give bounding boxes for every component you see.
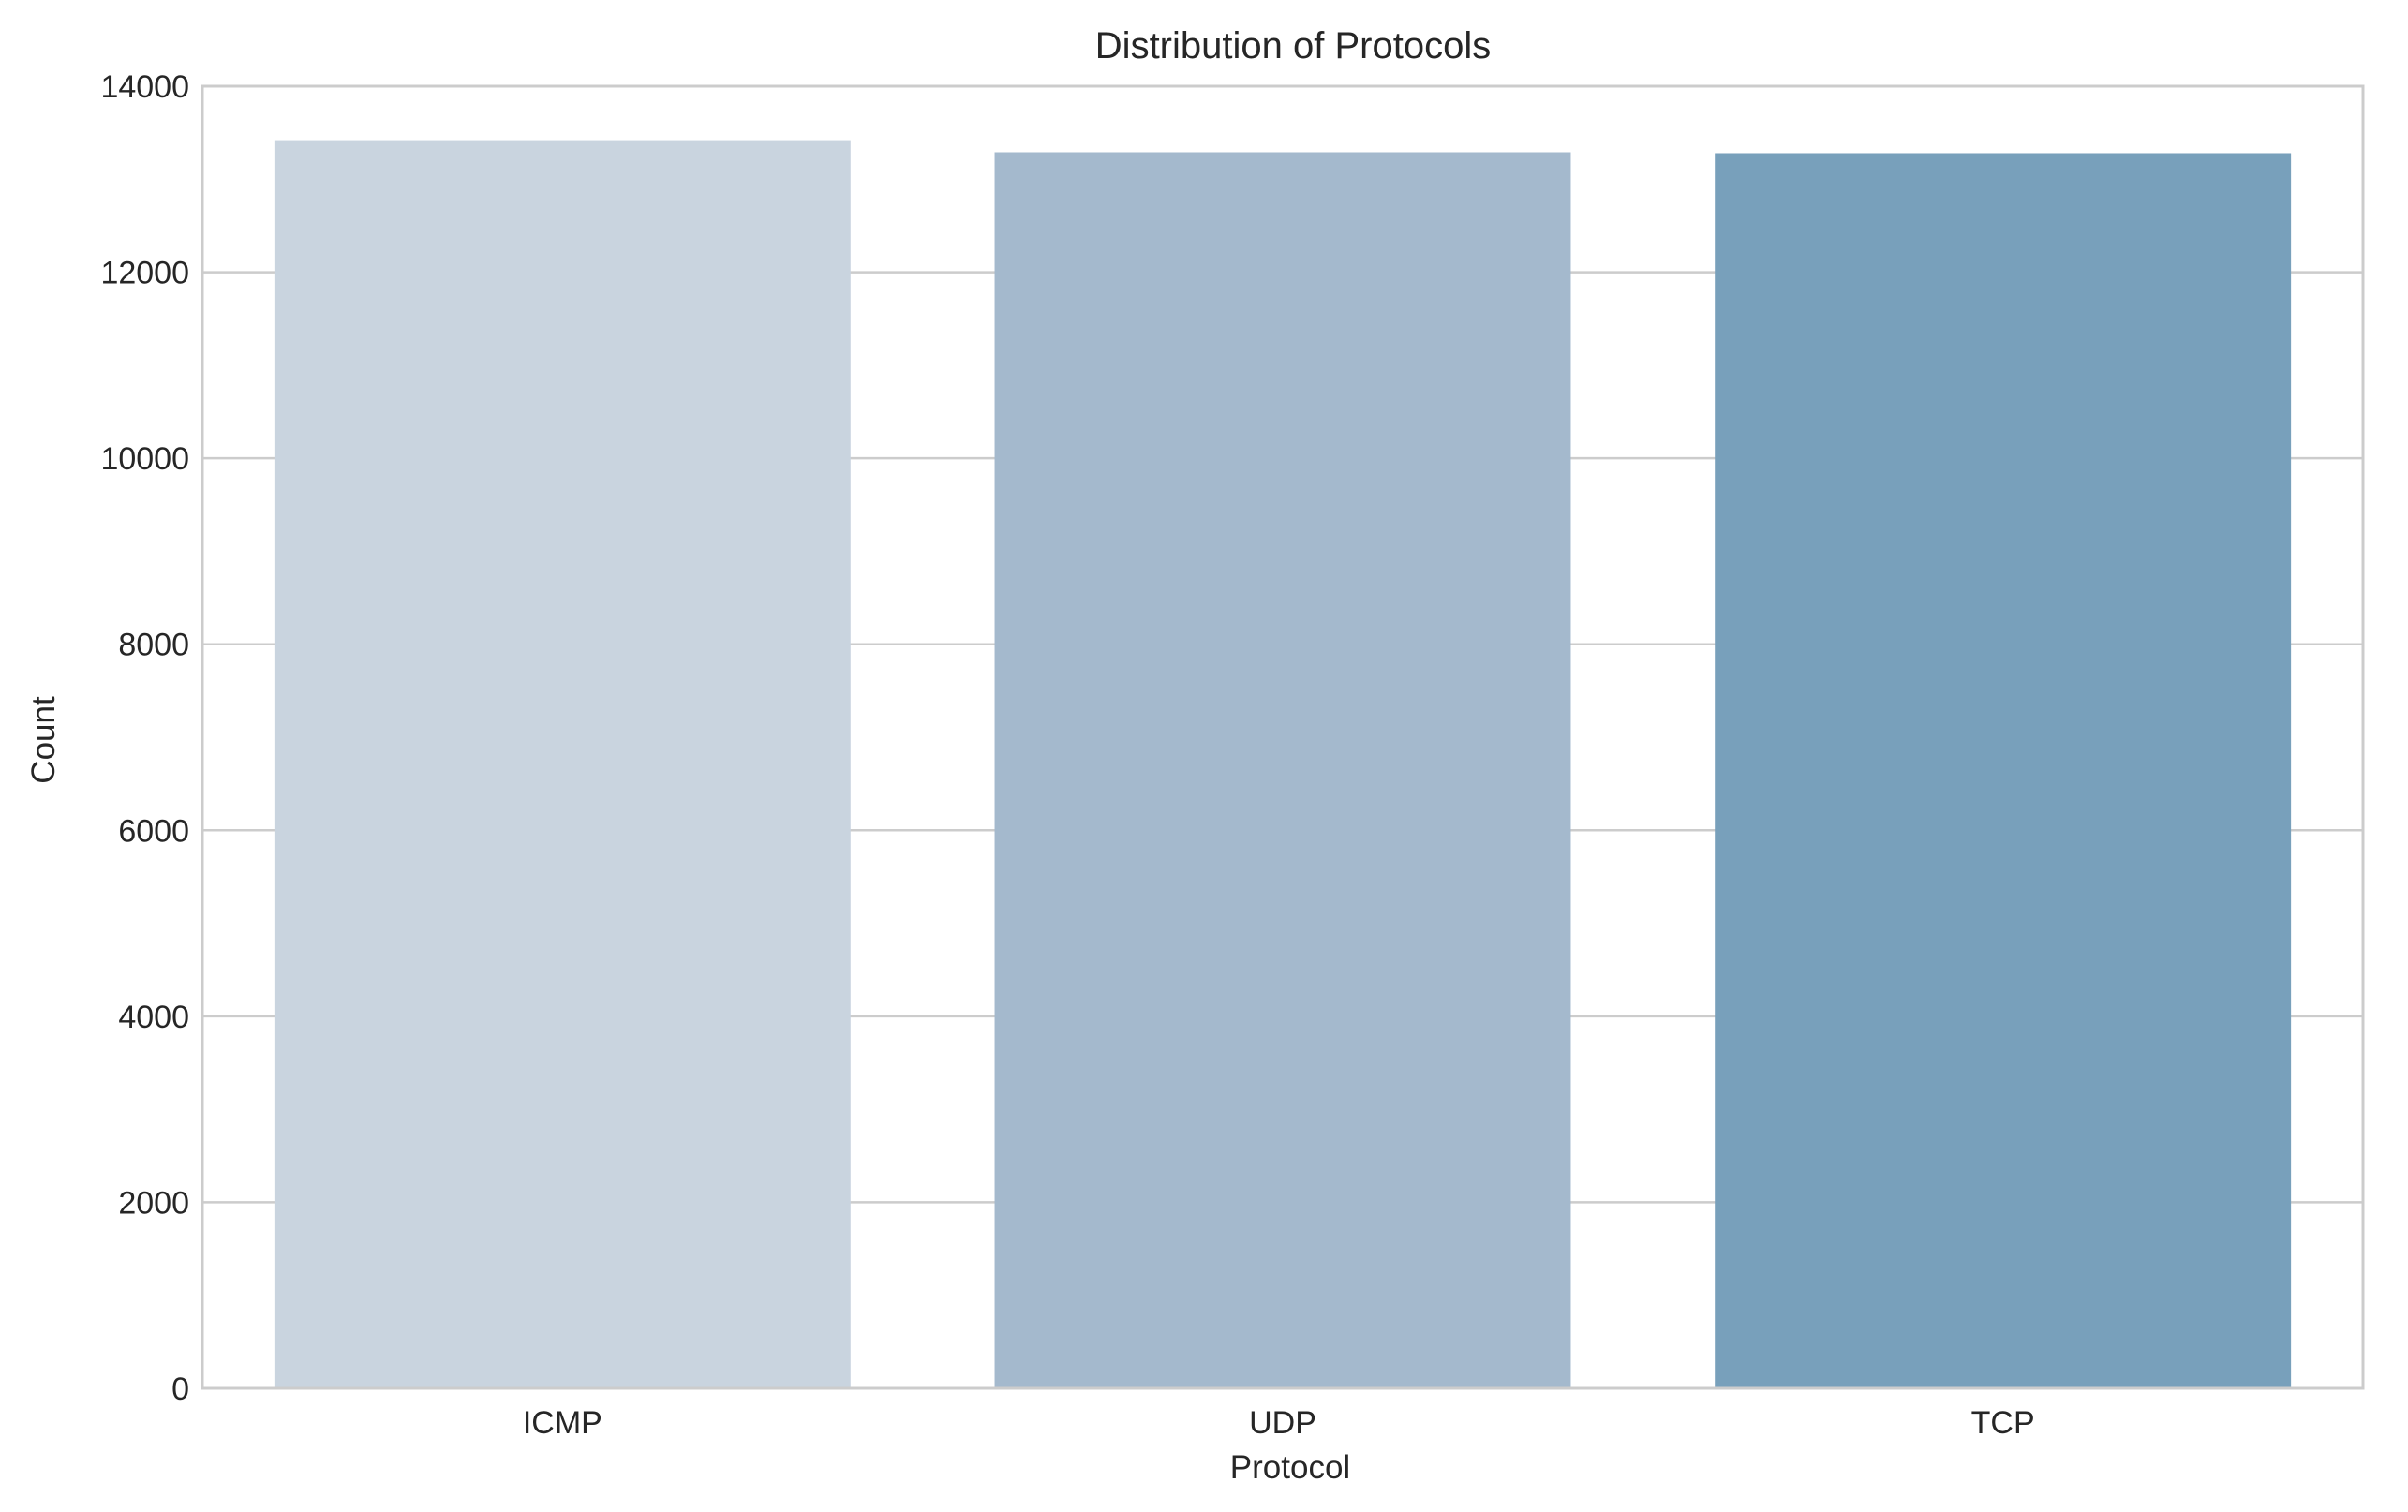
x-axis-label: Protocol	[1230, 1449, 1350, 1486]
bar-icmp	[274, 140, 851, 1389]
x-tick-label-icmp: ICMP	[523, 1405, 602, 1441]
y-tick-label: 2000	[118, 1185, 189, 1221]
y-tick-labels: 0 2000 4000 6000 8000 10000 12000 14000	[100, 69, 189, 1407]
x-tick-label-udp: UDP	[1249, 1405, 1316, 1441]
y-tick-label: 6000	[118, 813, 189, 849]
y-tick-label: 4000	[118, 1000, 189, 1035]
chart-title: Distribution of Protocols	[1095, 25, 1491, 67]
plot-frame	[201, 84, 2365, 1390]
bar-udp	[994, 152, 1571, 1388]
x-tick-label-tcp: TCP	[1971, 1405, 2035, 1441]
bar-tcp	[1715, 153, 2292, 1388]
y-tick-label: 8000	[118, 628, 189, 663]
y-tick-label: 12000	[100, 256, 189, 291]
y-axis-label: Count	[25, 696, 62, 784]
bars	[274, 140, 2292, 1389]
y-tick-label: 10000	[100, 441, 189, 477]
y-tick-label: 0	[171, 1371, 189, 1407]
x-tick-labels: ICMP UDP TCP	[523, 1405, 2035, 1441]
y-tick-label: 14000	[100, 69, 189, 105]
